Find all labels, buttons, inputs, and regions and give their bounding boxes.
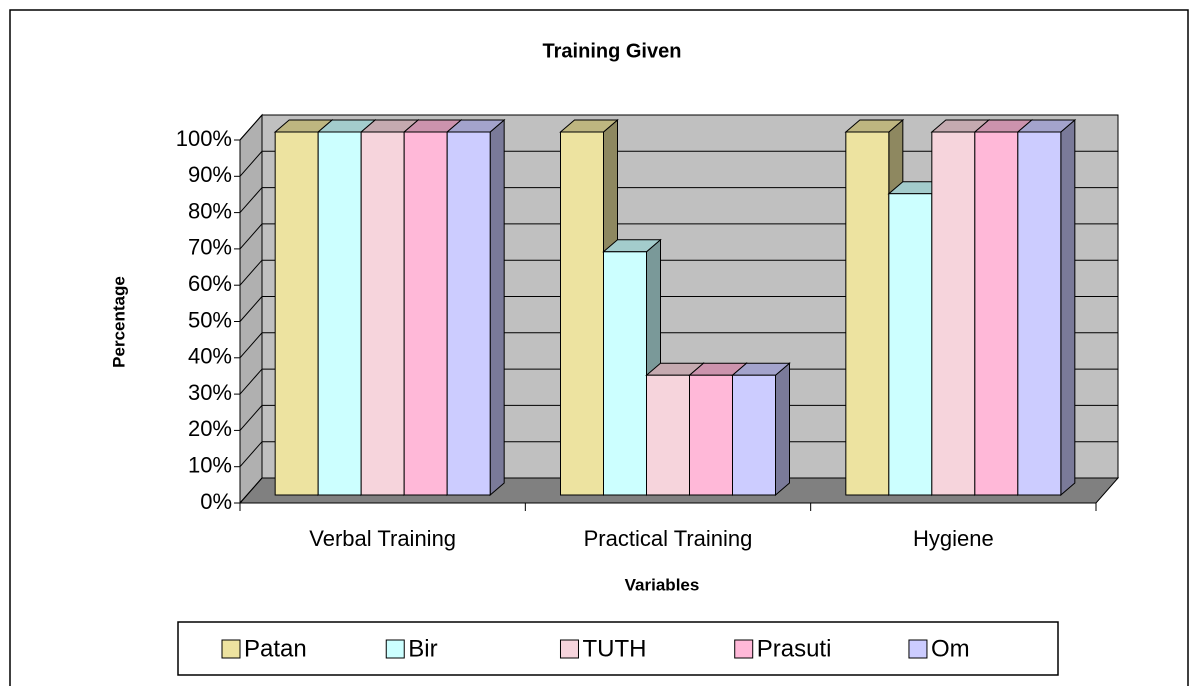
legend-swatch (734, 639, 754, 659)
x-tick-label: Verbal Training (309, 526, 456, 551)
legend-swatch (559, 639, 579, 659)
legend-swatch (221, 639, 241, 659)
bar (845, 131, 890, 496)
grid-line (239, 477, 1118, 504)
grid-line (239, 150, 1118, 177)
bar (317, 131, 362, 496)
grid-line (239, 187, 1118, 213)
y-tick-label: 50% (188, 307, 232, 332)
bar (888, 193, 933, 496)
bar (689, 374, 733, 496)
bar-side (1060, 118, 1076, 497)
x-axis-label: Variables (625, 575, 700, 594)
y-tick-label: 60% (188, 271, 232, 296)
y-tick-label: 90% (188, 162, 232, 187)
legend-label: Om (931, 635, 970, 662)
y-tick-label: 30% (188, 380, 232, 405)
legend-label: Bir (408, 635, 437, 662)
y-tick-label: 80% (188, 198, 232, 223)
legend-swatch (908, 639, 928, 659)
legend-label: Patan (244, 635, 307, 662)
y-tick-label: 70% (188, 235, 232, 260)
y-tick-label: 20% (188, 416, 232, 441)
x-tick-label: Hygiene (913, 526, 994, 551)
bar (560, 131, 604, 496)
grid-line (239, 368, 1118, 395)
bar (446, 131, 491, 496)
y-axis-label: Percentage (109, 276, 128, 368)
grid-line (239, 332, 1118, 359)
legend-swatch (385, 639, 405, 659)
grid-line (239, 441, 1118, 468)
bar (646, 374, 690, 496)
grid-line (239, 259, 1118, 286)
y-tick-label: 0% (200, 489, 232, 514)
grid-line (239, 296, 1118, 322)
bar (403, 131, 448, 496)
legend-label: TUTH (582, 635, 646, 662)
y-tick-label: 100% (176, 126, 232, 151)
bar-side (489, 118, 505, 497)
bar (974, 131, 1019, 496)
grid-line (239, 223, 1118, 250)
chart-title: Training Given (543, 40, 682, 62)
bar (1017, 131, 1062, 496)
y-tick-label: 40% (188, 344, 232, 369)
grid-line (239, 404, 1118, 431)
bar (274, 131, 319, 496)
bar (732, 374, 776, 496)
legend-label: Prasuti (757, 635, 832, 662)
grid-line (239, 114, 1118, 141)
bar (603, 251, 647, 496)
bar-side (775, 362, 790, 497)
y-tick-label: 10% (188, 453, 232, 478)
bar (360, 131, 405, 496)
bar (931, 131, 976, 496)
x-tick-label: Practical Training (584, 526, 753, 551)
